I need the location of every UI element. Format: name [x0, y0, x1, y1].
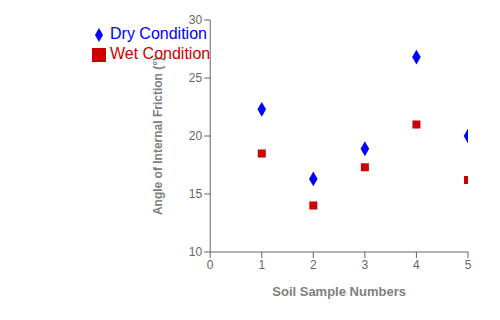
html-text:Wet Condition: Wet Condition — [110, 45, 211, 62]
svg-text:25: 25 — [189, 71, 203, 85]
svg-text:5: 5 — [465, 258, 472, 272]
svg-text:30: 30 — [189, 13, 203, 27]
html-text:Dry Condition: Dry Condition — [110, 25, 207, 42]
svg-text:3: 3 — [362, 258, 369, 272]
svg-text:15: 15 — [189, 187, 203, 201]
svg-text:0: 0 — [207, 258, 214, 272]
svg-text:1: 1 — [258, 258, 265, 272]
svg-text:Angle of Internal Friction (°): Angle of Internal Friction (°) — [151, 57, 165, 215]
svg-text:10: 10 — [189, 245, 203, 259]
svg-text:Soil Sample Numbers: Soil Sample Numbers — [272, 284, 406, 299]
svg-text:20: 20 — [189, 129, 203, 143]
svg-text:2: 2 — [310, 258, 317, 272]
svg-text:4: 4 — [413, 258, 420, 272]
